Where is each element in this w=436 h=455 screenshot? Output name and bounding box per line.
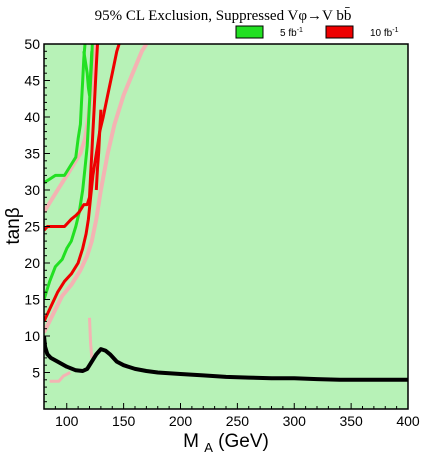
y-tick-label: 10 bbox=[24, 328, 40, 344]
x-tick-label: 400 bbox=[396, 413, 420, 429]
series-line-6 bbox=[82, 51, 94, 97]
y-tick-label: 25 bbox=[24, 219, 40, 235]
series-line-3 bbox=[49, 371, 71, 383]
plot-frame bbox=[43, 43, 409, 410]
series-line-8 bbox=[44, 44, 121, 323]
legend: 5 fb-1 10 fb-1 bbox=[235, 25, 399, 39]
chart-title: 95% CL Exclusion, Suppressed Vφ→V bb̄ bbox=[95, 8, 352, 24]
y-tick-label: 35 bbox=[24, 146, 40, 162]
x-tick-label: 200 bbox=[169, 413, 193, 429]
curves bbox=[44, 44, 408, 383]
y-tick-label: 45 bbox=[24, 73, 40, 89]
legend-swatch-10fb bbox=[325, 25, 354, 39]
series-line-9 bbox=[94, 109, 103, 191]
legend-label-10fb: 10 fb-1 bbox=[370, 27, 399, 39]
series-line-0 bbox=[44, 44, 99, 213]
legend-swatch-5fb bbox=[235, 25, 264, 39]
y-axis-label: tanβ bbox=[3, 207, 24, 244]
y-tick-label: 50 bbox=[24, 36, 40, 52]
x-tick-label: 150 bbox=[112, 413, 136, 429]
x-tick-label: 300 bbox=[283, 413, 307, 429]
y-tick-label: 40 bbox=[24, 109, 40, 125]
x-axis-label: M A (GeV) bbox=[183, 431, 269, 455]
series-line-2 bbox=[88, 317, 94, 359]
x-axis-label-unit: (GeV) bbox=[213, 431, 269, 452]
y-tick-label: 15 bbox=[24, 292, 40, 308]
series-line-7 bbox=[44, 44, 99, 232]
series-line-4 bbox=[44, 44, 87, 184]
legend-label-5fb: 5 fb-1 bbox=[280, 27, 303, 39]
x-tick-label: 250 bbox=[226, 413, 250, 429]
x-tick-label: 350 bbox=[339, 413, 363, 429]
series-line-1 bbox=[44, 44, 149, 334]
y-tick-label: 20 bbox=[24, 255, 40, 271]
x-axis-label-subscript: A bbox=[204, 440, 213, 455]
y-tick-label: 30 bbox=[24, 182, 40, 198]
axis-ticks: 100 150 200 250 300 350 400 5 10 15 20 25 30 35 40 45 50 bbox=[24, 36, 419, 429]
x-tick-label: 100 bbox=[55, 413, 79, 429]
y-tick-label: 5 bbox=[32, 365, 40, 381]
series-line-10 bbox=[44, 335, 408, 382]
